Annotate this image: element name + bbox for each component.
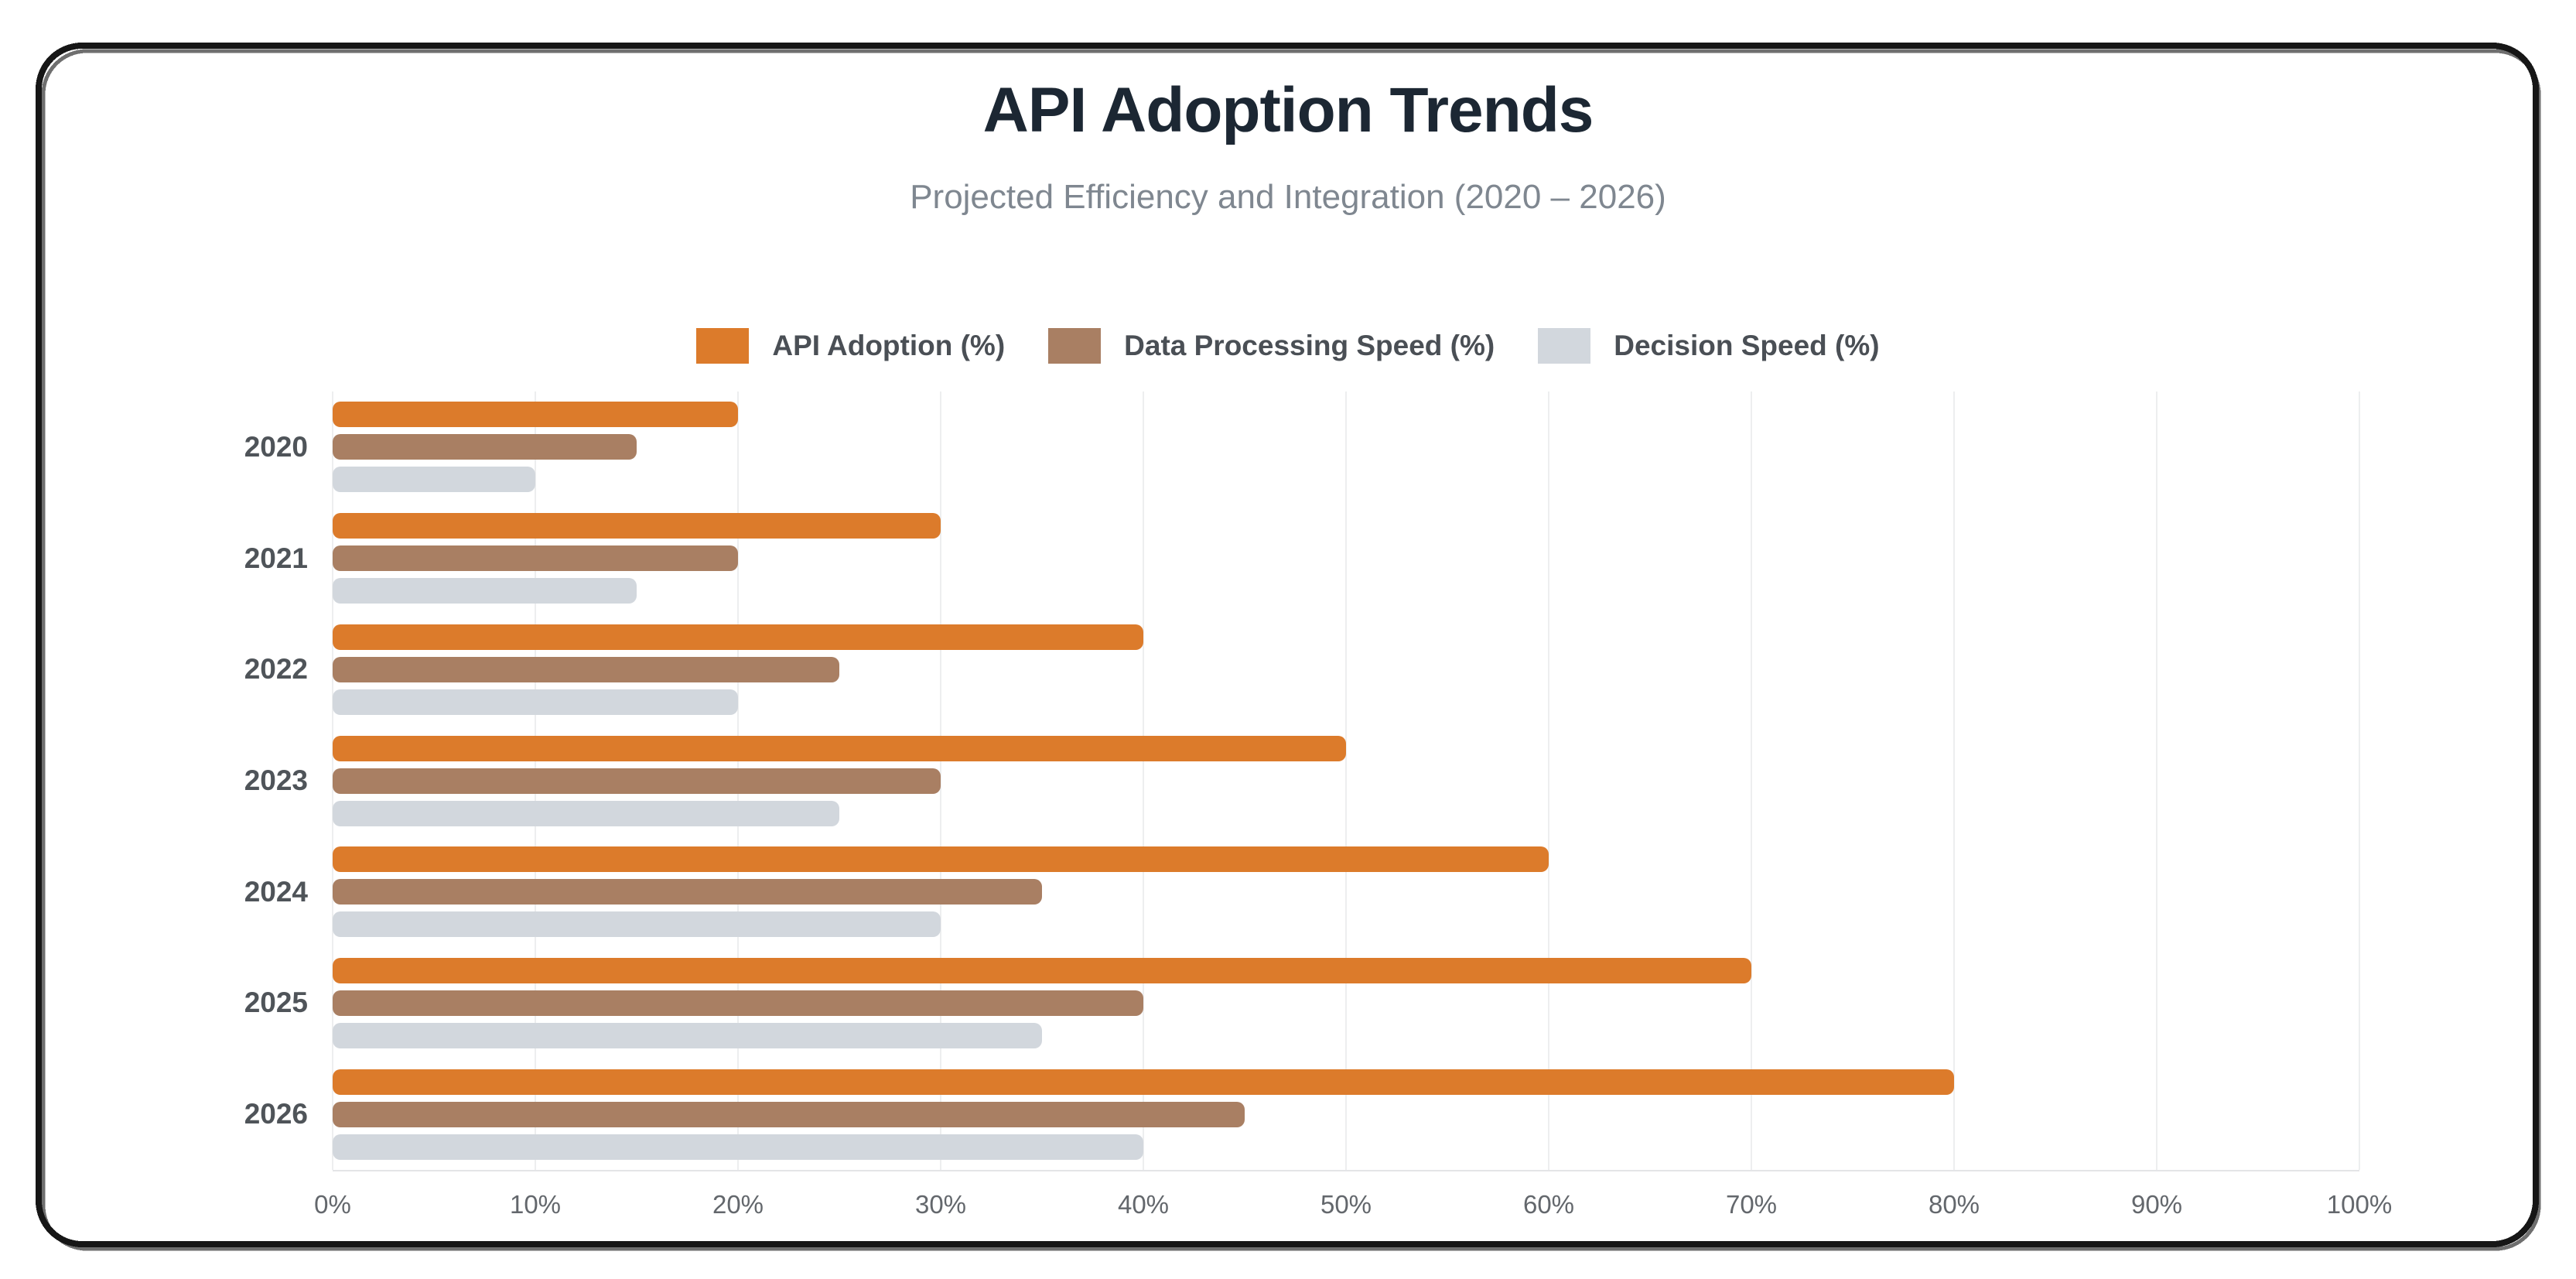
bar-group-2025: 2025 — [244, 948, 2359, 1059]
bar-decision-speed-2021[interactable] — [333, 578, 637, 604]
legend-item-decision-speed[interactable]: Decision Speed (%) — [1538, 328, 1880, 364]
bar-group-2023: 2023 — [244, 725, 2359, 836]
x-tick-50pct: 50% — [1320, 1190, 1372, 1219]
x-tick-90pct: 90% — [2130, 1190, 2183, 1219]
x-tick-0pct: 0% — [314, 1190, 351, 1219]
x-tick-40pct: 40% — [1117, 1190, 1170, 1219]
gridline-100pct — [2359, 392, 2360, 1170]
x-axis-ticks: 0% 10% 20% 30% 40% 50% 60% 70% 80% 90% 100% — [314, 1190, 2392, 1224]
gridline-40pct — [1143, 392, 1144, 1170]
bar-data-processing-speed-2023[interactable] — [333, 768, 941, 794]
bar-group-2026: 2026 — [244, 1058, 2359, 1170]
bar-decision-speed-2024[interactable] — [333, 911, 941, 938]
bar-group-2022: 2022 — [244, 614, 2359, 725]
gridline-50pct — [1345, 392, 1347, 1170]
bar-api-adoption-2021[interactable] — [333, 513, 941, 539]
bar-group-2024: 2024 — [244, 836, 2359, 948]
x-tick-100pct: 100% — [2326, 1190, 2393, 1219]
chart-subtitle: Projected Efficiency and Integration (20… — [910, 178, 1666, 216]
legend-item-api-adoption[interactable]: API Adoption (%) — [696, 328, 1005, 364]
year-label-2021: 2021 — [244, 542, 308, 574]
bar-data-processing-speed-2025[interactable] — [333, 990, 1143, 1016]
year-label-2024: 2024 — [244, 875, 308, 908]
bar-data-processing-speed-2020[interactable] — [333, 434, 637, 460]
bar-api-adoption-2022[interactable] — [333, 624, 1143, 650]
legend-swatch-api-adoption — [696, 328, 750, 364]
bar-data-processing-speed-2024[interactable] — [333, 879, 1042, 905]
gridline-60pct — [1548, 392, 1549, 1170]
bar-data-processing-speed-2021[interactable] — [333, 545, 738, 572]
chart-title: API Adoption Trends — [982, 75, 1594, 145]
bar-data-processing-speed-2022[interactable] — [333, 656, 839, 682]
x-tick-70pct: 70% — [1725, 1190, 1778, 1219]
bar-group-2021: 2021 — [244, 503, 2359, 614]
legend-label-data-processing-speed: Data Processing Speed (%) — [1124, 330, 1495, 361]
bar-decision-speed-2022[interactable] — [333, 689, 738, 715]
bar-api-adoption-2025[interactable] — [333, 957, 1751, 983]
legend-swatch-decision-speed — [1538, 328, 1591, 364]
bar-api-adoption-2023[interactable] — [333, 735, 1346, 761]
x-tick-20pct: 20% — [712, 1190, 764, 1219]
legend-item-data-processing-speed[interactable]: Data Processing Speed (%) — [1048, 328, 1495, 364]
bar-group-2020: 2020 — [244, 392, 2359, 503]
chart-header: API Adoption Trends Projected Efficiency… — [0, 74, 2576, 217]
bar-decision-speed-2025[interactable] — [333, 1022, 1042, 1048]
bar-groups: 2020 2021 2022 2023 2024 2025 2026 — [244, 392, 2359, 1170]
x-tick-30pct: 30% — [914, 1190, 967, 1219]
legend-swatch-data-processing-speed — [1048, 328, 1102, 364]
legend-label-decision-speed: Decision Speed (%) — [1614, 330, 1880, 361]
gridline-70pct — [1751, 392, 1752, 1170]
bar-api-adoption-2026[interactable] — [333, 1069, 1954, 1095]
x-tick-60pct: 60% — [1522, 1190, 1575, 1219]
bar-api-adoption-2020[interactable] — [333, 402, 738, 428]
year-label-2026: 2026 — [244, 1098, 308, 1130]
gridline-90pct — [2156, 392, 2157, 1170]
year-label-2025: 2025 — [244, 987, 308, 1019]
x-tick-10pct: 10% — [509, 1190, 562, 1219]
bar-decision-speed-2020[interactable] — [333, 467, 535, 493]
year-label-2020: 2020 — [244, 430, 308, 463]
bar-decision-speed-2026[interactable] — [333, 1134, 1143, 1160]
gridline-80pct — [1953, 392, 1955, 1170]
bar-data-processing-speed-2026[interactable] — [333, 1101, 1245, 1127]
year-label-2023: 2023 — [244, 764, 308, 797]
gridline-30pct — [940, 392, 941, 1170]
chart-legend: API Adoption (%) Data Processing Speed (%… — [0, 328, 2576, 364]
legend-label-api-adoption: API Adoption (%) — [772, 330, 1006, 361]
bar-api-adoption-2024[interactable] — [333, 846, 1549, 873]
bar-decision-speed-2023[interactable] — [333, 800, 839, 826]
year-label-2022: 2022 — [244, 653, 308, 686]
plot-area: 2020 2021 2022 2023 2024 2025 2026 — [244, 392, 2360, 1171]
x-tick-80pct: 80% — [1928, 1190, 1980, 1219]
